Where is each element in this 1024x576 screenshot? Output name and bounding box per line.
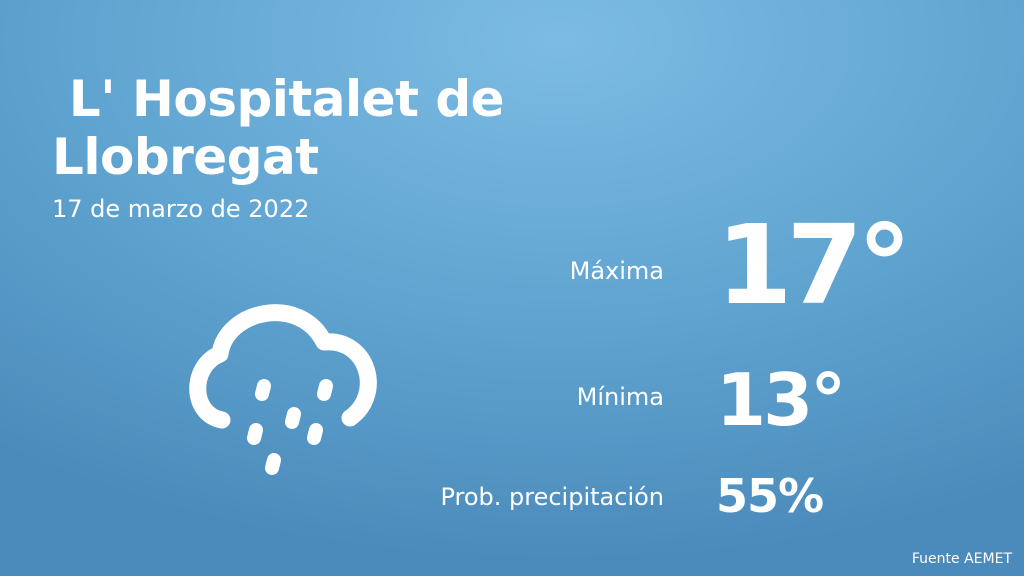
forecast-date: 17 de marzo de 2022 (52, 195, 310, 223)
max-temperature-label: Máxima (569, 257, 664, 285)
precipitation-probability-label: Prob. precipitación (440, 483, 664, 511)
min-temperature-label: Mínima (576, 383, 664, 411)
min-temperature-value: 13° (716, 358, 846, 442)
city-name: L' Hospitalet de Llobregat (52, 70, 522, 186)
source-credit: Fuente AEMET (911, 551, 1012, 567)
precipitation-probability-value: 55% (716, 469, 824, 523)
rain-cloud-icon (182, 282, 388, 486)
max-temperature-value: 17° (716, 201, 912, 329)
